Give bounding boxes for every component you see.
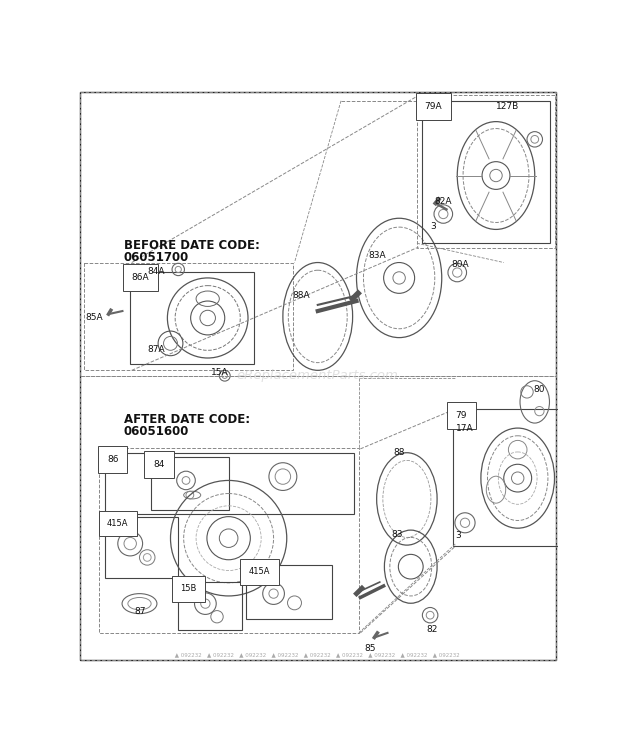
Text: 80A: 80A bbox=[452, 260, 469, 269]
Text: ▲ 092232   ▲ 092232   ▲ 092232   ▲ 092232   ▲ 092232   ▲ 092232   ▲ 092232   ▲ 0: ▲ 092232 ▲ 092232 ▲ 092232 ▲ 092232 ▲ 09… bbox=[172, 652, 463, 658]
Bar bbox=[105, 516, 179, 578]
Bar bbox=[179, 582, 242, 630]
Text: 82A: 82A bbox=[434, 197, 451, 206]
Text: 79A: 79A bbox=[425, 103, 442, 112]
Bar bbox=[84, 263, 293, 371]
Text: eReplacementParts.com: eReplacementParts.com bbox=[237, 369, 399, 382]
Text: 3: 3 bbox=[455, 531, 461, 540]
Text: 86A: 86A bbox=[131, 273, 149, 282]
Bar bbox=[80, 92, 556, 376]
Text: 80: 80 bbox=[533, 385, 545, 394]
Text: 06051600: 06051600 bbox=[124, 425, 189, 438]
Bar bbox=[247, 565, 332, 619]
Text: 06051700: 06051700 bbox=[124, 251, 189, 264]
Text: 87: 87 bbox=[134, 606, 146, 616]
Text: BEFORE DATE CODE:: BEFORE DATE CODE: bbox=[124, 240, 260, 252]
Bar bbox=[80, 376, 556, 660]
Text: 415A: 415A bbox=[249, 568, 270, 577]
Text: 88: 88 bbox=[393, 448, 404, 457]
Text: 79: 79 bbox=[456, 411, 467, 420]
Text: 82: 82 bbox=[427, 625, 438, 634]
Text: 85A: 85A bbox=[86, 312, 103, 321]
Text: 86: 86 bbox=[107, 455, 118, 464]
Text: 84A: 84A bbox=[148, 267, 165, 276]
Text: 415A: 415A bbox=[107, 519, 128, 528]
Bar bbox=[453, 409, 582, 546]
Text: 15B: 15B bbox=[180, 584, 197, 594]
Bar bbox=[130, 272, 254, 364]
Bar bbox=[105, 452, 354, 514]
Text: 127B: 127B bbox=[496, 103, 520, 112]
Bar bbox=[151, 458, 229, 510]
Text: 3: 3 bbox=[430, 222, 436, 231]
Text: 84: 84 bbox=[153, 460, 165, 469]
Text: 83: 83 bbox=[391, 530, 403, 539]
Bar bbox=[422, 101, 551, 243]
Text: 87A: 87A bbox=[148, 345, 165, 354]
Text: AFTER DATE CODE:: AFTER DATE CODE: bbox=[124, 413, 250, 426]
Text: 88A: 88A bbox=[292, 291, 310, 300]
Text: 83A: 83A bbox=[368, 251, 386, 260]
Bar bbox=[417, 95, 555, 248]
Text: 17A: 17A bbox=[456, 424, 473, 433]
Text: 85: 85 bbox=[365, 644, 376, 652]
Bar bbox=[99, 448, 359, 633]
Text: 15A: 15A bbox=[211, 368, 228, 377]
